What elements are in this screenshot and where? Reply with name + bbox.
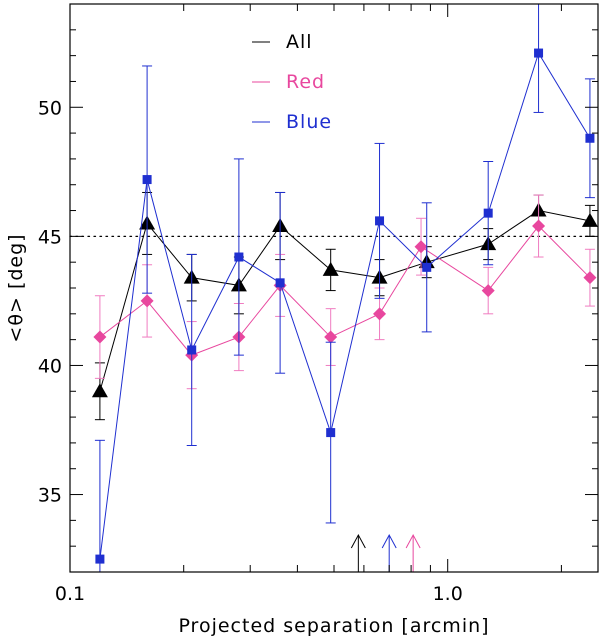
- square-marker: [275, 278, 285, 288]
- x-tick-label: 1.0: [433, 583, 463, 605]
- square-marker: [187, 345, 197, 355]
- x-tick-label: 0.1: [55, 583, 85, 605]
- y-tick-label: 50: [38, 97, 62, 119]
- plot-frame: [69, 3, 599, 573]
- series-line-red: [99, 225, 591, 356]
- diamond-marker: [532, 219, 546, 233]
- square-marker: [483, 208, 493, 218]
- diamond-marker: [140, 294, 154, 308]
- legend-entry-blue: Blue: [252, 111, 332, 133]
- square-marker: [534, 48, 544, 58]
- square-marker: [142, 175, 152, 185]
- diamond-marker: [481, 284, 495, 298]
- y-tick-label: 45: [38, 226, 62, 248]
- arrow-annotation: [350, 533, 366, 572]
- arrow-head: [381, 533, 397, 549]
- legend-label: Blue: [286, 111, 332, 133]
- arrow-head: [405, 533, 421, 549]
- axes-layer: 35 40 45 50 0.1 1.0: [38, 3, 598, 605]
- series-blue: [94, 4, 595, 572]
- legend: All Red Blue: [252, 31, 332, 133]
- y-tick-label: 35: [38, 485, 62, 507]
- square-marker: [234, 252, 244, 262]
- legend-label: Red: [286, 71, 325, 93]
- arrow-annotation: [405, 533, 421, 572]
- diamond-marker: [373, 307, 387, 321]
- series-all: [91, 191, 598, 421]
- square-marker: [375, 216, 385, 226]
- square-marker: [422, 262, 432, 272]
- square-marker: [585, 133, 595, 143]
- y-tick-label: 40: [38, 355, 62, 377]
- legend-entry-red: Red: [252, 71, 325, 93]
- diamond-marker: [324, 330, 338, 344]
- square-marker: [95, 554, 105, 564]
- series-line-blue: [99, 51, 591, 560]
- triangle-marker: [581, 212, 598, 227]
- annotation-layer: [350, 533, 421, 572]
- diamond-marker: [93, 330, 107, 344]
- triangle-marker: [91, 383, 108, 398]
- legend-entry-all: All: [252, 31, 313, 53]
- square-marker: [326, 428, 336, 438]
- x-axis-title: Projected separation [arcmin]: [178, 615, 489, 637]
- y-axis-title: <θ> [deg]: [5, 233, 27, 342]
- triangle-marker: [322, 261, 339, 276]
- diamond-marker: [583, 271, 597, 285]
- error-bar: [533, 4, 544, 113]
- legend-label: All: [286, 31, 313, 53]
- arrow-head: [350, 533, 366, 549]
- series-red: [93, 194, 597, 390]
- error-bar: [94, 439, 105, 572]
- series-layer: [91, 4, 598, 572]
- diamond-marker: [414, 240, 428, 254]
- series-line-all: [99, 210, 591, 392]
